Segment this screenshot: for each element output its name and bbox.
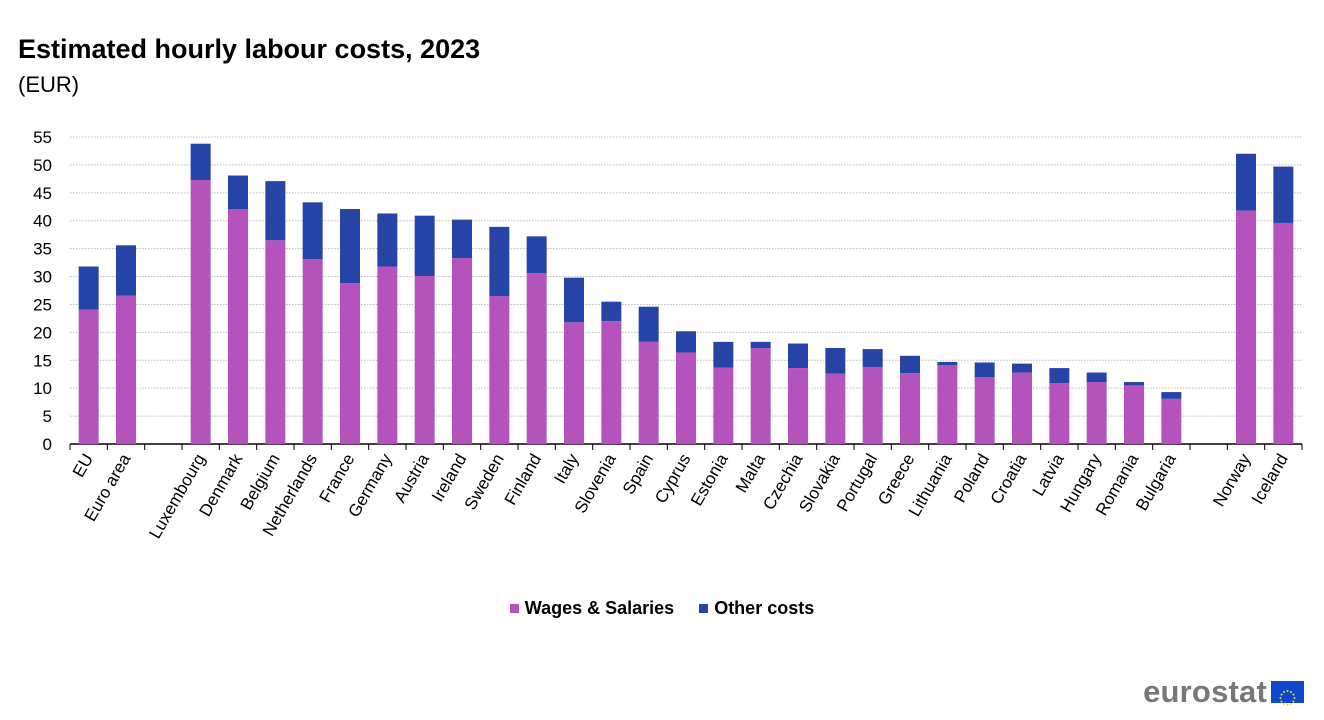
legend-label-other: Other costs [714,598,815,618]
bar-wages-sweden [489,296,510,444]
bar-wages-hungary [1086,382,1107,444]
bar-other-netherlands [302,202,323,260]
y-tick-label: 40 [33,212,52,231]
bar-other-malta [750,341,771,348]
bar-wages-germany [377,266,398,444]
bar-other-finland [526,236,547,274]
y-tick-label: 0 [43,435,52,454]
bar-wages-norway [1236,210,1256,444]
bar-wages-denmark [228,209,248,444]
y-tick-label: 50 [33,156,52,175]
bar-wages-portugal [862,366,883,444]
bar-wages-austria [414,275,435,444]
bar-wages-latvia [1049,383,1070,444]
legend-item-other: Other costs [699,598,814,619]
x-tick-label: Croatia [987,450,1031,507]
bar-wages-czechia [788,368,808,444]
bar-wages-spain [638,341,659,444]
chart-subtitle: (EUR) [18,72,80,97]
logo-text: eurostat [1143,674,1267,709]
legend: Wages & Salaries Other costs [0,598,1324,619]
bar-other-euro-area [116,245,136,296]
bar-other-france [340,209,360,284]
x-tick-label: Norway [1209,450,1255,510]
bar-wages-bulgaria [1161,398,1182,444]
y-tick-label: 25 [33,295,52,314]
bar-other-luxembourg [190,143,211,180]
bar-wages-netherlands [302,259,323,444]
bar-other-iceland [1273,166,1294,223]
legend-label-wages: Wages & Salaries [524,598,675,618]
bar-other-sweden [489,226,510,297]
bar-wages-estonia [713,367,734,444]
chart-title: Estimated hourly labour costs, 2023 [18,34,481,64]
bar-wages-lithuania [937,365,958,444]
x-tick-label: Austria [390,450,433,506]
bar-other-austria [414,215,435,276]
bar-other-latvia [1049,368,1070,384]
y-tick-label: 35 [33,240,52,259]
bar-wages-slovakia [825,373,846,444]
x-tick-label: Malta [732,450,770,496]
bar-other-germany [377,213,398,267]
bar-other-greece [900,355,920,374]
y-tick-label: 5 [43,407,52,426]
x-tick-label: Finland [501,451,545,509]
x-tick-label: Iceland [1248,451,1292,508]
bar-other-norway [1236,153,1256,211]
x-tick-label: Latvia [1029,450,1068,499]
bar-other-cyprus [676,331,696,353]
bar-other-czechia [788,343,808,369]
bar-other-belgium [265,181,286,241]
bar-wages-euro-area [116,295,136,444]
bar-other-italy [564,277,584,323]
x-tick-label: Luxembourg [145,451,209,542]
bar-other-eu [78,266,99,310]
x-tick-label: Spain [619,451,657,498]
x-tick-label: EU [69,451,97,481]
bar-wages-poland [974,377,995,444]
bar-other-croatia [1012,363,1032,373]
y-tick-label: 45 [33,184,52,203]
bar-other-ireland [452,219,472,259]
bar-other-slovakia [825,347,846,374]
bar-wages-ireland [452,258,472,444]
bar-other-bulgaria [1161,392,1182,399]
bar-other-lithuania [937,361,958,366]
bar-other-hungary [1086,372,1107,383]
bar-wages-greece [900,373,920,444]
bar-wages-france [340,283,360,444]
bar-wages-belgium [265,240,286,444]
bar-other-denmark [228,175,248,210]
bar-wages-italy [564,322,584,444]
y-tick-label: 10 [33,379,52,398]
bar-wages-slovenia [601,321,622,444]
y-tick-label: 15 [33,351,52,370]
x-tick-label: Estonia [687,450,732,509]
bar-wages-cyprus [676,352,696,444]
bar-other-slovenia [601,301,622,322]
legend-swatch-wages [509,604,519,613]
eurostat-logo: eurostat [1143,674,1304,710]
bar-wages-iceland [1273,222,1294,444]
legend-item-wages: Wages & Salaries [509,598,675,619]
bar-other-estonia [713,341,734,368]
bar-wages-romania [1124,385,1144,444]
bar-wages-eu [78,309,99,444]
bar-other-portugal [862,349,883,367]
bar-wages-croatia [1012,372,1032,444]
bar-other-romania [1124,382,1144,386]
y-tick-label: 55 [33,128,52,147]
bar-wages-finland [526,273,547,444]
x-tick-label: Italy [550,450,582,487]
eu-flag-icon [1271,681,1304,706]
legend-swatch-other [699,604,709,613]
bar-wages-luxembourg [190,179,211,445]
bar-other-poland [974,362,995,378]
y-tick-label: 20 [33,323,52,342]
bar-other-spain [638,306,659,342]
bar-wages-malta [750,347,771,444]
y-tick-label: 30 [33,268,52,287]
